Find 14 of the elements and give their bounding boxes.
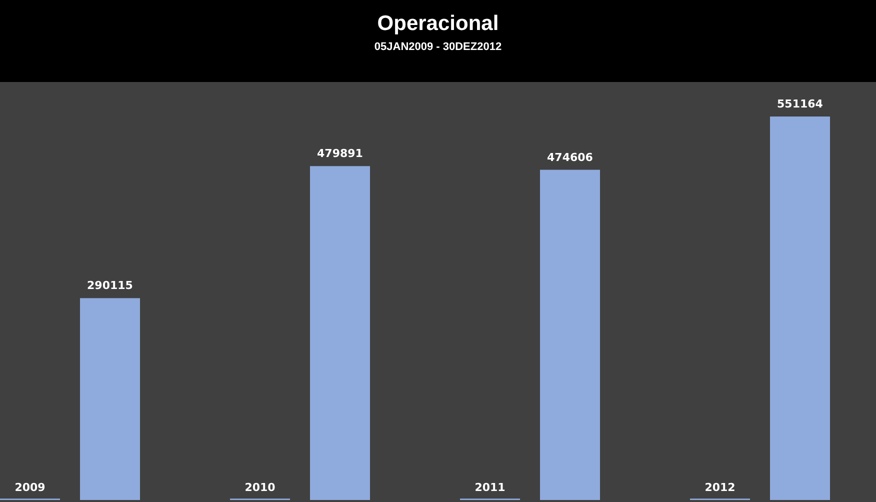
bar bbox=[540, 170, 600, 500]
chart-title: Operacional bbox=[377, 12, 499, 35]
chart-subtitle: 05JAN2009 - 30DEZ2012 bbox=[374, 41, 502, 53]
data-label: 551164 bbox=[777, 98, 824, 111]
data-label: 290115 bbox=[87, 279, 133, 292]
bar bbox=[770, 116, 830, 500]
bar bbox=[310, 166, 370, 500]
data-label: 474606 bbox=[547, 150, 594, 164]
x-tick-label: 2010 bbox=[244, 481, 276, 494]
x-tick-label: 2012 bbox=[704, 481, 736, 494]
x-tick-label: 2011 bbox=[474, 481, 506, 494]
bar bbox=[80, 298, 140, 500]
data-label: 479891 bbox=[317, 147, 363, 160]
x-tick-label: 2009 bbox=[14, 481, 46, 494]
